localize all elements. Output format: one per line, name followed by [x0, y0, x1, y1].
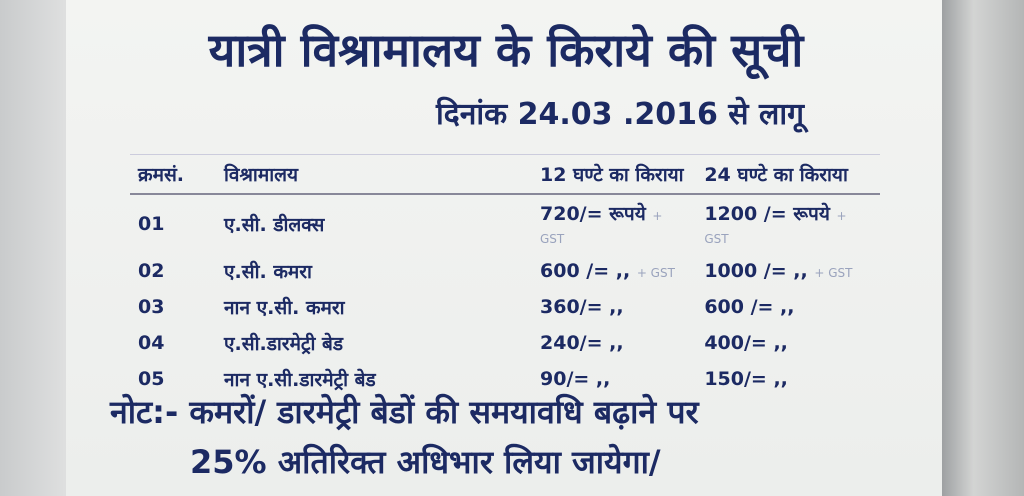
- rate-signboard: यात्री विश्रामालय के किराये की सूची दिना…: [66, 0, 942, 496]
- table-row: 01 ए.सी. डीलक्स 720/= रूपये + GST 1200 /…: [130, 194, 880, 253]
- rate-12h: 720/= रूपये: [540, 203, 646, 225]
- rate-12h-cell: 360/= ,,: [532, 289, 696, 325]
- table-row: 04 ए.सी.डारमेट्री बेड 240/= ,, 400/= ,,: [130, 325, 880, 361]
- rate-12h-cell: 600 /= ,, + GST: [532, 253, 696, 289]
- rate-12h-cell: 720/= रूपये + GST: [532, 194, 696, 253]
- rate-12h-cell: 90/= ,,: [532, 361, 696, 397]
- gst-12h: + GST: [636, 266, 675, 280]
- sr-cell: 03: [138, 296, 165, 318]
- room-cell: ए.सी. डीलक्स: [224, 214, 325, 236]
- rate-24h: 1200 /= रूपये: [704, 203, 830, 225]
- sr-cell: 02: [138, 260, 165, 282]
- rate-12h: 240/= ,,: [540, 332, 624, 354]
- rate-24h: 400/= ,,: [704, 332, 788, 354]
- sr-cell: 01: [138, 213, 165, 235]
- header-12h: 12 घण्टे का किराया: [532, 154, 697, 195]
- header-24h: 24 घण्टे का किराया: [696, 154, 880, 195]
- rate-12h: 90/= ,,: [540, 368, 611, 390]
- sign-title: यात्री विश्रामालय के किराये की सूची: [208, 23, 804, 77]
- gst-24h: + GST: [814, 266, 853, 280]
- rate-24h: 150/= ,,: [704, 368, 788, 390]
- wall-right: [940, 0, 1024, 496]
- table-row: 02 ए.सी. कमरा 600 /= ,, + GST 1000 /= ,,…: [130, 253, 880, 289]
- header-room: विश्रामालय: [216, 154, 532, 195]
- table-row: 05 नान ए.सी.डारमेट्री बेड 90/= ,, 150/= …: [130, 361, 880, 397]
- rate-24h: 1000 /= ,,: [704, 260, 808, 282]
- room-cell: नान ए.सी. कमरा: [224, 297, 345, 319]
- gst-12h: + GST: [540, 209, 663, 246]
- room-cell: ए.सी. कमरा: [224, 261, 312, 283]
- wall-left: [0, 0, 68, 496]
- rate-24h-cell: 400/= ,,: [696, 325, 880, 361]
- room-cell: नान ए.सी.डारमेट्री बेड: [224, 369, 376, 391]
- rate-12h: 600 /= ,,: [540, 260, 631, 282]
- note-line-1: नोट:- कमरों/ डारमेट्री बेडों की समयावधि …: [110, 393, 699, 431]
- note-line-2: 25% अतिरिक्त अधिभार लिया जायेगा/: [190, 443, 661, 481]
- sr-cell: 05: [138, 368, 165, 390]
- header-sr: क्रमसं.: [130, 154, 216, 195]
- rate-24h-cell: 600 /= ,,: [696, 289, 880, 325]
- rate-12h-cell: 240/= ,,: [532, 325, 696, 361]
- rate-12h: 360/= ,,: [540, 296, 624, 318]
- rate-24h-cell: 150/= ,,: [696, 361, 880, 397]
- rate-24h-cell: 1200 /= रूपये + GST: [696, 194, 880, 253]
- table-row: 03 नान ए.सी. कमरा 360/= ,, 600 /= ,,: [130, 289, 880, 325]
- rate-24h-cell: 1000 /= ,, + GST: [696, 253, 880, 289]
- gst-24h: + GST: [704, 209, 847, 246]
- effective-date: दिनांक 24.03 .2016 से लागू: [436, 97, 805, 132]
- sr-cell: 04: [138, 332, 165, 354]
- rate-table: क्रमसं. विश्रामालय 12 घण्टे का किराया 24…: [130, 154, 880, 397]
- rate-24h: 600 /= ,,: [704, 296, 795, 318]
- room-cell: ए.सी.डारमेट्री बेड: [224, 333, 344, 355]
